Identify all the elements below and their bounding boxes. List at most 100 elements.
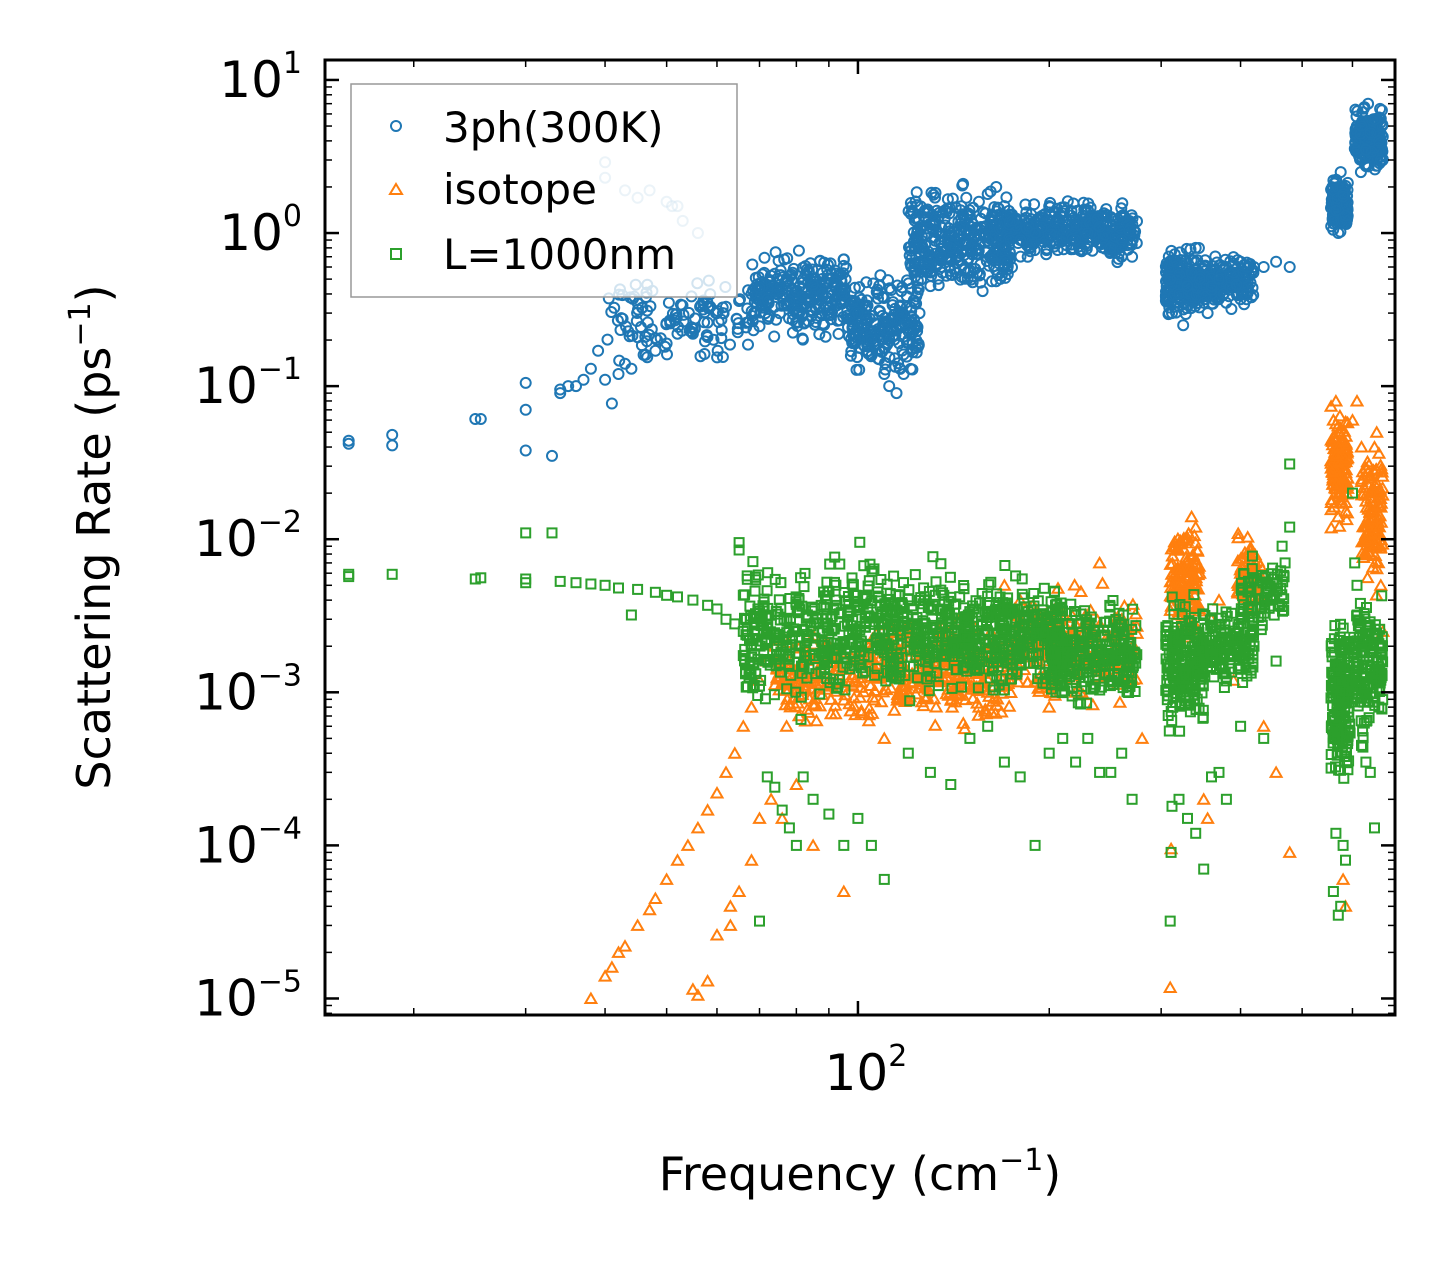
data-point-circle: [976, 285, 989, 298]
data-point-circle: [768, 330, 781, 343]
data-point-circle: [676, 299, 689, 312]
data-point-circle: [805, 309, 818, 322]
data-point-circle: [1091, 213, 1104, 226]
data-point-circle: [837, 253, 850, 266]
data-point-circle: [1329, 204, 1342, 217]
data-point-circle: [1376, 119, 1389, 132]
data-point-circle: [1372, 134, 1385, 147]
data-point-circle: [649, 344, 662, 357]
data-point-circle: [960, 191, 973, 204]
data-point-circle: [910, 249, 923, 262]
data-point-circle: [1185, 302, 1197, 315]
data-point-circle: [746, 258, 759, 271]
data-point-circle: [677, 315, 690, 328]
data-point-circle: [637, 348, 650, 361]
data-point-circle: [685, 321, 698, 334]
data-point-circle: [909, 212, 922, 225]
data-point-circle: [1189, 241, 1202, 254]
data-point-circle: [1246, 281, 1259, 294]
data-point-triangle: [1001, 699, 1017, 712]
data-point-circle: [1043, 236, 1056, 249]
data-point-triangle: [994, 705, 1009, 718]
data-point-circle: [1177, 319, 1190, 332]
data-point-circle: [972, 248, 985, 261]
data-point-circle: [342, 434, 355, 447]
data-point-circle: [1166, 307, 1178, 320]
data-point-circle: [1081, 227, 1094, 239]
data-point-circle: [847, 328, 859, 341]
data-point-circle: [1283, 261, 1296, 273]
data-point-circle: [865, 334, 878, 346]
data-point-triangle: [808, 696, 823, 710]
data-point-circle: [592, 344, 605, 357]
data-point-circle: [878, 368, 891, 380]
data-point-circle: [893, 300, 906, 313]
data-point-circle: [855, 321, 868, 333]
data-point-circle: [1099, 242, 1111, 255]
data-point-circle: [828, 275, 841, 288]
data-point-circle: [888, 333, 901, 346]
data-point-circle: [999, 254, 1012, 267]
data-point-circle: [824, 257, 837, 270]
data-point-circle: [1164, 273, 1177, 286]
data-point-circle: [959, 235, 972, 248]
data-point-circle: [883, 380, 896, 393]
data-point-circle: [913, 307, 926, 320]
data-point-circle: [599, 373, 612, 386]
data-point-circle: [1014, 234, 1027, 246]
data-point-circle: [934, 261, 947, 273]
data-point-circle: [1014, 250, 1027, 263]
data-point-circle: [846, 296, 859, 309]
data-point-circle: [890, 387, 903, 400]
data-point-triangle: [865, 651, 881, 664]
data-point-circle: [386, 439, 399, 452]
data-point-circle: [971, 242, 984, 255]
data-point-triangle: [956, 716, 971, 729]
data-point-circle: [972, 195, 985, 208]
data-point-circle: [914, 266, 927, 279]
data-point-circle: [730, 312, 743, 325]
data-point-circle: [813, 255, 826, 268]
data-point-circle: [1270, 255, 1283, 268]
data-point-circle: [570, 380, 582, 393]
data-point-circle: [1180, 302, 1193, 315]
data-point-circle: [1375, 104, 1388, 117]
data-point-circle: [807, 278, 820, 291]
data-point-circle: [1125, 209, 1138, 222]
data-point-circle: [954, 227, 967, 239]
data-point-circle: [954, 204, 967, 217]
data-point-triangle: [798, 714, 813, 727]
data-point-circle: [1051, 216, 1064, 229]
data-point-circle: [612, 368, 625, 380]
data-point-triangle: [928, 700, 944, 713]
data-point-triangle: [843, 703, 858, 717]
data-point-circle: [821, 292, 834, 305]
data-point-circle: [787, 262, 800, 275]
data-point-circle: [961, 207, 974, 220]
data-point-circle: [1211, 281, 1224, 294]
data-point-triangle: [867, 692, 882, 706]
data-point-circle: [686, 322, 699, 335]
data-point-circle: [1185, 266, 1198, 279]
data-point-circle: [1334, 166, 1347, 179]
data-point-circle: [849, 335, 862, 348]
data-point-circle: [1205, 272, 1218, 285]
data-point-triangle: [867, 683, 882, 696]
data-point-circle: [1115, 234, 1128, 246]
data-point-triangle: [908, 686, 924, 700]
data-point-circle: [1126, 250, 1139, 263]
data-point-circle: [923, 217, 936, 230]
data-point-circle: [866, 310, 879, 322]
data-point-circle: [1181, 280, 1194, 293]
data-point-circle: [857, 319, 870, 332]
data-point-circle: [781, 252, 794, 265]
data-point-circle: [742, 338, 754, 351]
data-point-circle: [939, 219, 952, 232]
data-point-circle: [768, 300, 781, 313]
data-point-circle: [519, 444, 532, 457]
data-point-circle: [925, 186, 938, 199]
data-point-circle: [1061, 195, 1074, 208]
data-point-circle: [927, 188, 940, 201]
data-point-circle: [998, 200, 1011, 213]
data-point-circle: [954, 273, 967, 286]
